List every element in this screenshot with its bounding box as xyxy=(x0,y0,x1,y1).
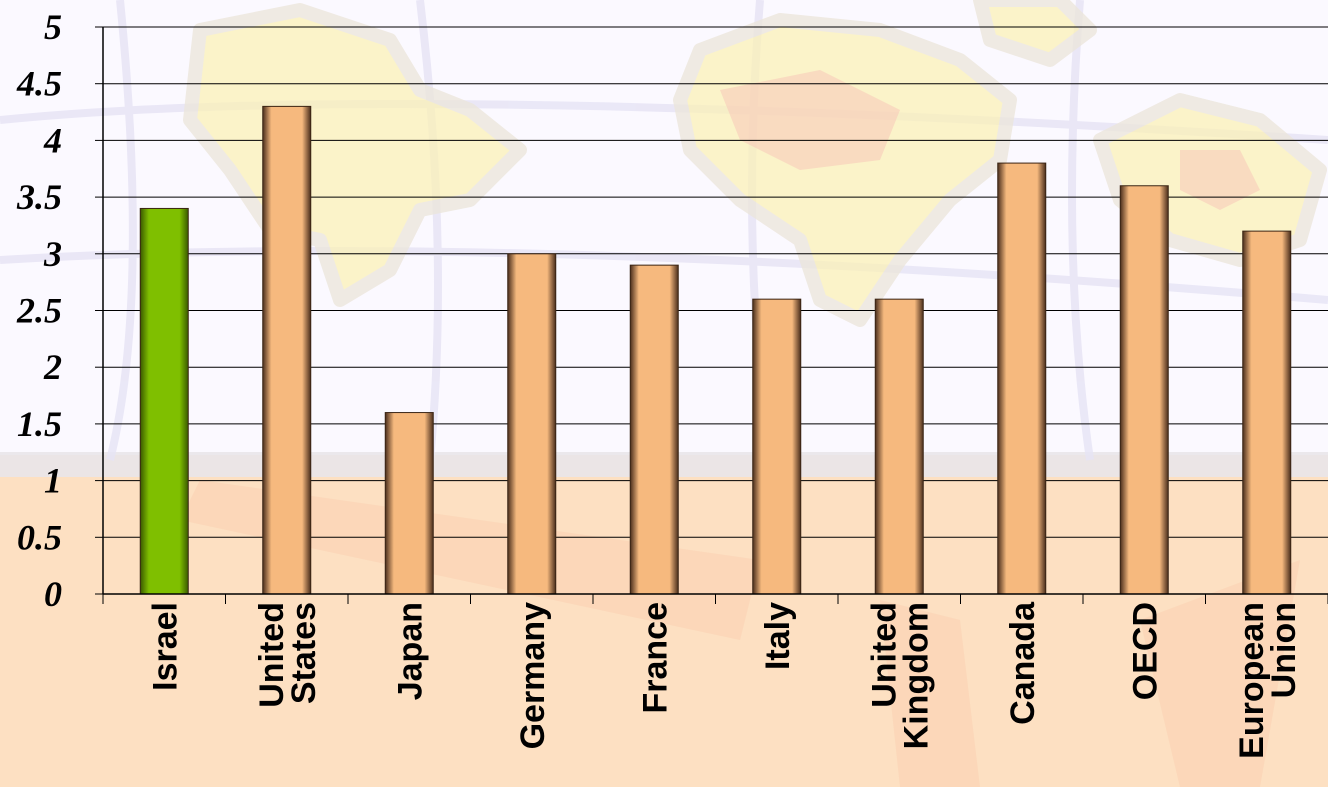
x-tick-label: OECD xyxy=(1126,602,1164,700)
y-tick-label: 0.5 xyxy=(17,517,62,557)
x-tick-label-line: Union xyxy=(1265,602,1303,698)
y-tick-label: 1 xyxy=(44,461,62,501)
bars xyxy=(139,105,1292,595)
y-tick-label: 2.5 xyxy=(16,291,62,331)
bar-united-kingdom xyxy=(874,298,924,595)
y-tick-label: 2 xyxy=(43,347,62,387)
x-tick-label-line: United xyxy=(865,602,903,708)
y-tick-label: 1.5 xyxy=(17,404,62,444)
x-tick-label: Germany xyxy=(514,602,552,749)
y-tick-label: 5 xyxy=(44,7,62,47)
bar-italy xyxy=(752,298,802,595)
y-tick-label: 4.5 xyxy=(16,64,62,104)
x-tick-label-line: Germany xyxy=(514,602,552,749)
axes xyxy=(102,27,1328,604)
bar-germany xyxy=(507,253,557,595)
x-tick-label-line: European xyxy=(1233,602,1271,759)
y-tick-label: 4 xyxy=(43,120,62,160)
x-tick-label: Japan xyxy=(391,602,429,700)
x-tick-label-line: Israel xyxy=(146,602,184,691)
bar-oecd xyxy=(1119,185,1169,595)
x-tick-label: Canada xyxy=(1004,601,1042,725)
x-tick-label: Italy xyxy=(759,602,797,670)
bar-european-union xyxy=(1242,230,1292,595)
x-tick-label-line: United xyxy=(253,602,291,708)
y-axis-ticks: 0 0.5 1 1.5 2 2.5 3 3.5 4 4.5 5 xyxy=(16,7,62,614)
y-tick-label: 3.5 xyxy=(16,177,62,217)
bar-united-states xyxy=(262,105,312,595)
x-tick-label-line: OECD xyxy=(1126,602,1164,700)
x-tick-label: Israel xyxy=(146,602,184,691)
x-tick-label-line: Kingdom xyxy=(897,602,935,749)
x-tick-label-line: Canada xyxy=(1004,601,1042,725)
bar-israel xyxy=(139,207,189,595)
x-tick-label: France xyxy=(636,602,674,714)
y-tick-label: 3 xyxy=(43,234,62,274)
x-tick-label-line: France xyxy=(636,602,674,714)
x-tick-label-line: States xyxy=(285,602,323,704)
bar-japan xyxy=(384,412,434,595)
y-tick-label: 0 xyxy=(44,574,62,614)
x-tick-label-line: Italy xyxy=(759,602,797,670)
x-tick-label-line: Japan xyxy=(391,602,429,700)
bar-france xyxy=(629,264,679,595)
bar-canada xyxy=(997,162,1047,595)
